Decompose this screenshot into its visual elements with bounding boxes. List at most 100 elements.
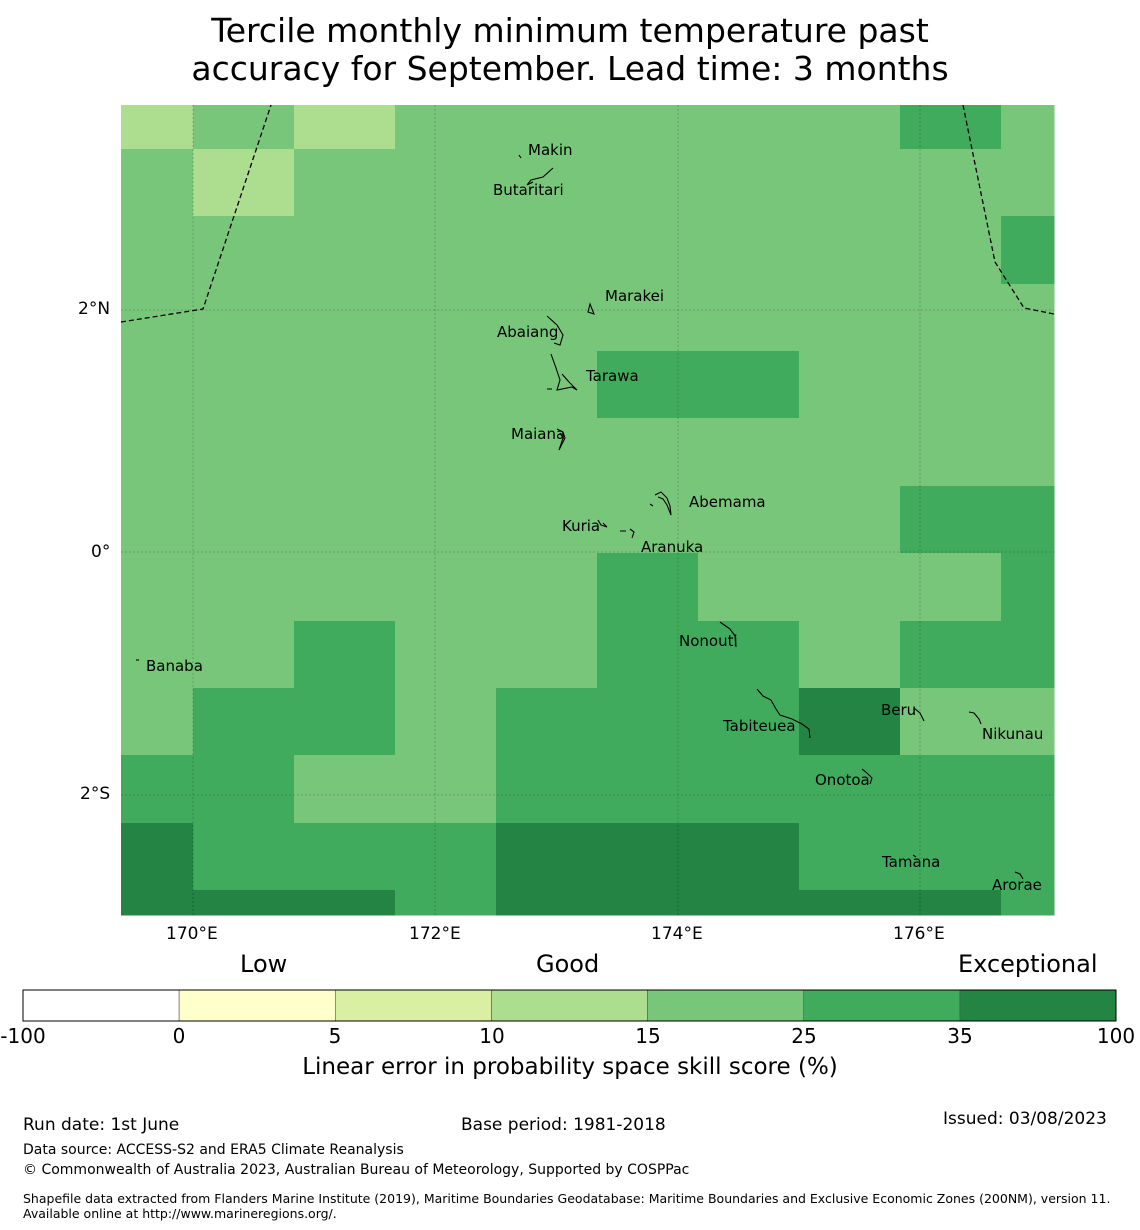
skill-cell — [1001, 418, 1055, 487]
skill-cell — [496, 284, 598, 352]
colorbar-tick-label: 100 — [1096, 1024, 1136, 1048]
skill-cell — [294, 823, 396, 891]
skill-cell — [395, 149, 497, 217]
skill-grid — [121, 105, 1055, 916]
skill-cell — [395, 823, 497, 891]
base-period: Base period: 1981-2018 — [461, 1115, 666, 1135]
graticule — [121, 105, 1054, 915]
skill-cell — [121, 105, 194, 150]
island-label-abaiang: Abaiang — [497, 323, 558, 341]
tabiteuea-outline — [756, 688, 811, 739]
skill-cell — [496, 149, 598, 217]
skill-cell — [193, 486, 295, 554]
category-label-good: Good — [536, 950, 600, 978]
skill-cell — [698, 284, 800, 352]
skill-cell — [121, 216, 194, 285]
skill-cell — [1001, 486, 1055, 554]
colorbar-segment — [647, 989, 805, 1022]
skill-cell — [395, 351, 497, 419]
skill-cell — [193, 823, 295, 891]
skill-cell — [698, 688, 800, 756]
skill-cell — [1001, 351, 1055, 419]
skill-cell — [193, 149, 295, 217]
skill-cell — [900, 418, 1002, 487]
island-label-nonouti: Nonouti — [679, 632, 738, 650]
data-source: Data source: ACCESS-S2 and ERA5 Climate … — [23, 1142, 404, 1158]
skill-cell — [597, 890, 699, 916]
colorbar-tick-label: 35 — [947, 1024, 973, 1048]
run-date: Run date: 1st June — [23, 1115, 180, 1135]
skill-cell — [121, 890, 194, 916]
skill-cell — [698, 105, 800, 150]
island-labels: Makin Butaritari Marakei Abaiang Tarawa … — [146, 141, 1043, 894]
island-label-onotoa: Onotoa — [815, 771, 870, 789]
skill-cell — [496, 823, 598, 891]
category-label-exceptional: Exceptional — [958, 950, 1098, 978]
skill-cell — [900, 149, 1002, 217]
colorbar-tick-label: 15 — [635, 1024, 661, 1048]
colorbar-tick-label: 5 — [328, 1024, 342, 1048]
skill-cell — [698, 149, 800, 217]
marakei-outline — [587, 302, 595, 315]
abemama-outline — [649, 491, 672, 516]
skill-cell — [597, 823, 699, 891]
arorae-outline — [1014, 871, 1024, 880]
skill-cell — [900, 621, 1002, 689]
lon-label-174e: 174°E — [651, 924, 703, 944]
island-label-tabiteuea: Tabiteuea — [722, 717, 796, 735]
skill-cell — [294, 284, 396, 352]
skill-cell — [496, 553, 598, 622]
colorbar-tick-label: 25 — [791, 1024, 817, 1048]
beru-outline — [913, 707, 925, 722]
skill-cell — [193, 553, 295, 622]
skill-cell — [799, 418, 901, 487]
skill-cell — [496, 105, 598, 150]
skill-cell — [193, 418, 295, 487]
skill-cell — [1001, 890, 1055, 916]
island-label-abemama: Abemama — [689, 493, 766, 511]
island-label-maiana: Maiana — [511, 425, 565, 443]
tamana-outline — [912, 854, 917, 858]
skill-cell — [698, 216, 800, 285]
skill-cell — [1001, 105, 1055, 150]
skill-cell — [121, 621, 194, 689]
skill-cell — [900, 486, 1002, 554]
skill-cell — [597, 755, 699, 824]
skill-cell — [121, 418, 194, 487]
skill-cell — [799, 553, 901, 622]
skill-cell — [698, 351, 800, 419]
skill-cell — [1001, 823, 1055, 891]
skill-cell — [1001, 553, 1055, 622]
skill-cell — [121, 553, 194, 622]
island-label-nikunau: Nikunau — [982, 725, 1043, 743]
skill-cell — [597, 105, 699, 150]
lon-label-170e: 170°E — [166, 924, 218, 944]
island-label-marakei: Marakei — [605, 287, 664, 305]
skill-cell — [1001, 216, 1055, 285]
map-title-line-2: accuracy for September. Lead time: 3 mon… — [191, 49, 949, 88]
skill-cell — [294, 216, 396, 285]
skill-cell — [395, 418, 497, 487]
skill-cell — [799, 621, 901, 689]
makin-outline — [518, 154, 522, 159]
skill-cell — [698, 823, 800, 891]
abaiang-outline — [546, 315, 564, 346]
island-label-beru: Beru — [881, 701, 916, 719]
skill-cell — [698, 890, 800, 916]
island-label-tarawa: Tarawa — [585, 367, 639, 385]
skill-cell — [1001, 688, 1055, 756]
map-title-line-1: Tercile monthly minimum temperature past — [211, 11, 929, 50]
colorbar-outline — [22, 989, 1117, 1022]
island-label-makin: Makin — [528, 141, 573, 159]
skill-cell — [496, 216, 598, 285]
skill-cell — [294, 890, 396, 916]
skill-cell — [1001, 149, 1055, 217]
skill-cell — [900, 688, 1002, 756]
skill-cell — [294, 553, 396, 622]
skill-cell — [395, 216, 497, 285]
skill-cell — [799, 284, 901, 352]
skill-cell — [900, 284, 1002, 352]
skill-map: Makin Butaritari Marakei Abaiang Tarawa … — [120, 104, 1055, 916]
tarawa-outline — [547, 353, 578, 391]
skill-cell — [395, 890, 497, 916]
